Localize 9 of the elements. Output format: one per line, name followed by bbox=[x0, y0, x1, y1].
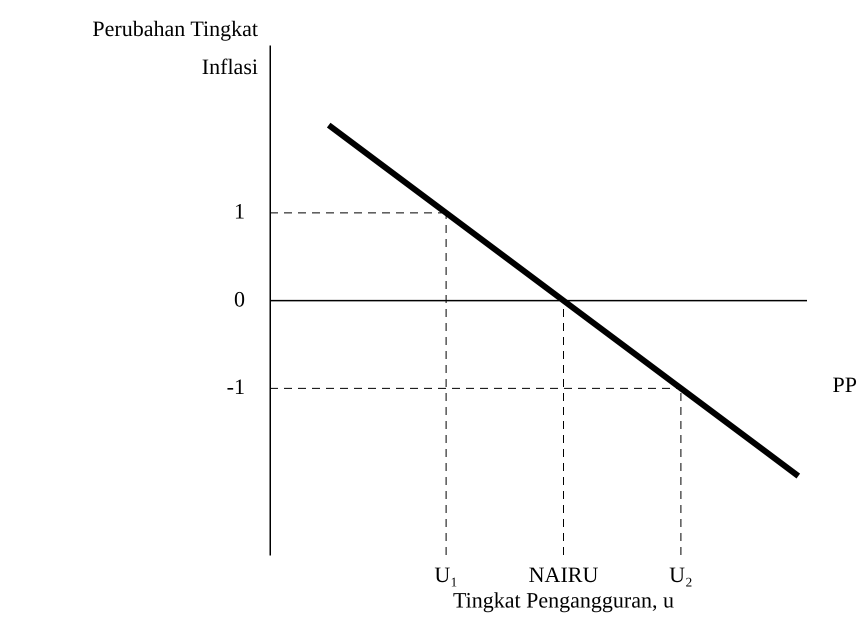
x-axis-title: Tingkat Pengangguran, u bbox=[452, 588, 674, 613]
y-axis-title: Perubahan Tingkat Inflasi bbox=[91, 15, 258, 81]
x-tick-label: U₂ bbox=[669, 562, 693, 587]
y-tick-label: -1 bbox=[226, 374, 245, 400]
text: PP bbox=[832, 372, 857, 397]
x-tick-label: NAIRU bbox=[528, 562, 598, 587]
x-tick-label: U₁ bbox=[434, 562, 458, 587]
y-tick-label: 1 bbox=[234, 198, 245, 224]
y-tick-label: 0 bbox=[234, 286, 245, 312]
